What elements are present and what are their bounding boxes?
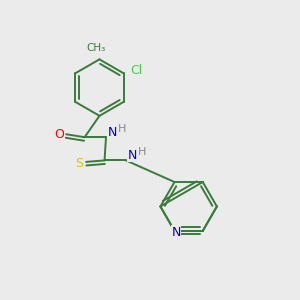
Text: H: H (118, 124, 127, 134)
Text: Cl: Cl (130, 64, 142, 77)
Text: O: O (55, 128, 64, 141)
Text: N: N (171, 226, 181, 239)
Text: N: N (108, 126, 117, 139)
Text: H: H (138, 147, 146, 157)
Text: S: S (75, 157, 83, 170)
Text: CH₃: CH₃ (86, 43, 106, 53)
Text: N: N (128, 149, 137, 162)
